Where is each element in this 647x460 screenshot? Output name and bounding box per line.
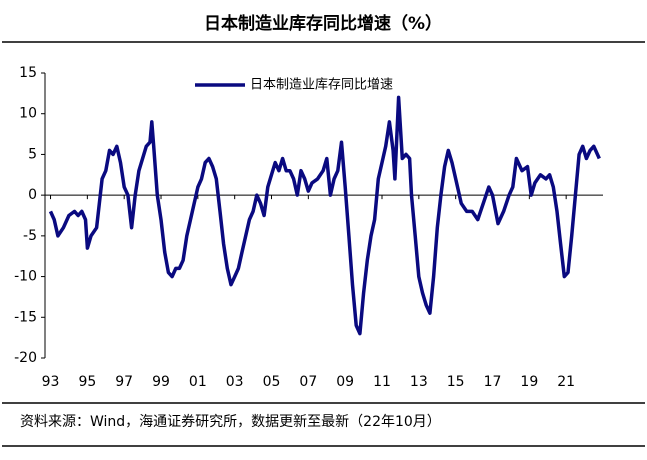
x-tick-label: 11 [373, 374, 391, 390]
source-note: 资料来源：Wind，海通证券研究所，数据更新至最新（22年10月） [20, 414, 441, 430]
x-tick-label: 97 [115, 374, 133, 390]
y-tick-label: 10 [19, 106, 37, 122]
x-tick-label: 21 [557, 374, 575, 390]
y-tick-label: -10 [14, 269, 37, 285]
x-tick-label: 01 [189, 374, 207, 390]
y-tick-label: -5 [23, 228, 37, 244]
y-tick-label: 5 [28, 146, 37, 162]
x-tick-label: 95 [78, 374, 96, 390]
y-tick-label: 15 [19, 65, 37, 81]
y-tick-label: -15 [14, 309, 37, 325]
x-tick-label: 13 [410, 374, 428, 390]
chart-title: 日本制造业库存同比增速（%） [204, 13, 442, 34]
y-tick-label: -20 [14, 350, 37, 366]
x-tick-label: 05 [263, 374, 281, 390]
x-tick-label: 19 [520, 374, 538, 390]
x-tick-label: 09 [336, 374, 354, 390]
series-line [48, 95, 601, 336]
x-tick-label: 93 [42, 374, 60, 390]
x-tick-label: 15 [447, 374, 465, 390]
x-tick-label: 99 [152, 374, 170, 390]
legend-text: 日本制造业库存同比增速 [250, 77, 393, 93]
x-tick-label: 03 [226, 374, 244, 390]
x-tick-label: 07 [299, 374, 317, 390]
x-tick-label: 17 [484, 374, 502, 390]
y-tick-label: 0 [28, 187, 37, 203]
